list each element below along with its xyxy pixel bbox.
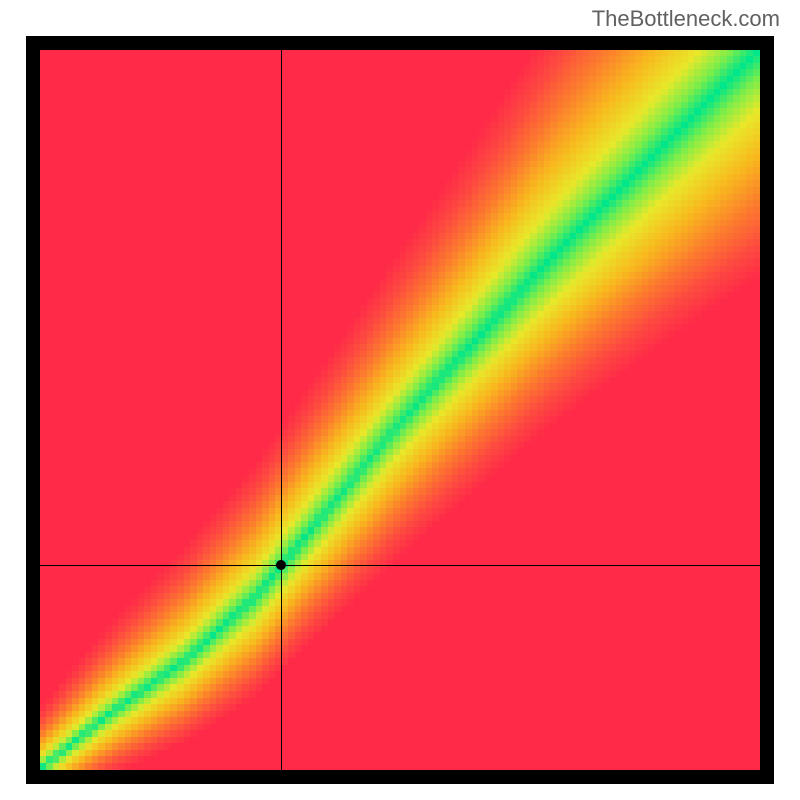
- chart-container: TheBottleneck.com: [0, 0, 800, 800]
- crosshair-horizontal: [40, 565, 760, 566]
- watermark-text: TheBottleneck.com: [592, 6, 780, 32]
- heatmap-canvas: [40, 50, 760, 770]
- plot-area: [26, 36, 774, 784]
- crosshair-vertical: [281, 50, 282, 770]
- marker-dot: [276, 560, 286, 570]
